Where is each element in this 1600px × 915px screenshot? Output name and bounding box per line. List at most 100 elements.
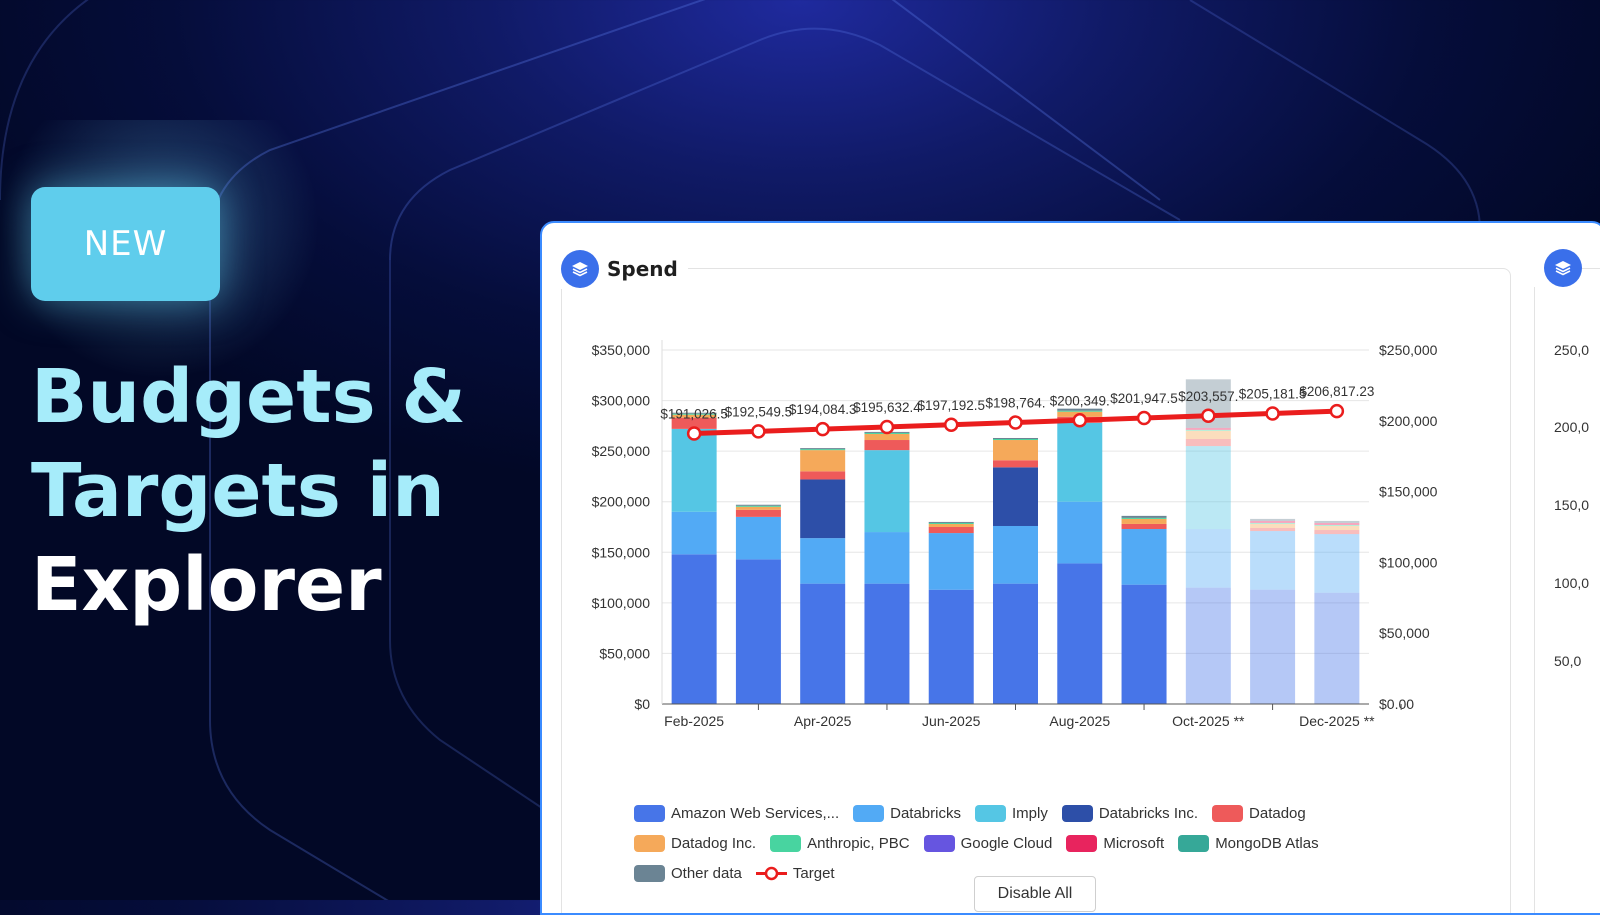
bar-segment <box>671 428 717 512</box>
legend-swatch <box>634 834 665 852</box>
headline: Budgets & Targets in Explorer <box>31 350 511 632</box>
bar-segment <box>928 589 974 704</box>
disable-all-button[interactable]: Disable All <box>974 876 1096 912</box>
bar-segment <box>671 554 717 704</box>
y-tick-left: $150,000 <box>592 544 651 560</box>
x-tick-label: Aug-2025 <box>1049 713 1110 729</box>
bar-segment <box>1185 427 1231 430</box>
legend-item[interactable]: Microsoft <box>1066 833 1164 853</box>
legend-label: Microsoft <box>1103 834 1165 852</box>
legend-item[interactable]: Databricks <box>853 803 961 823</box>
bar-segment <box>800 479 846 539</box>
explorer-panel: Spend 250,0 200,0 150,0 100,0 50,0 $0 $50… <box>540 221 1600 915</box>
new-badge: NEW <box>31 187 220 301</box>
target-data-label: $195,632.4 <box>853 400 921 415</box>
bar-segment <box>1250 518 1296 521</box>
target-data-label: $192,549.5 <box>725 404 793 419</box>
secondary-y-tick: 100,0 <box>1554 575 1590 591</box>
bar-segment <box>1057 563 1103 704</box>
bar-segment <box>928 521 974 523</box>
bar-segment <box>864 450 910 533</box>
legend-label: Anthropic, PBC <box>807 834 910 852</box>
bar-segment <box>735 509 781 517</box>
target-data-label: $197,192.5 <box>917 398 985 413</box>
bar-segment <box>1185 429 1231 431</box>
legend-item[interactable]: Target <box>755 863 835 883</box>
y-tick-left: $100,000 <box>592 595 651 611</box>
legend-label: Google Cloud <box>960 834 1053 852</box>
target-point <box>1136 410 1152 426</box>
legend-item[interactable]: MongoDB Atlas <box>1178 833 1319 853</box>
legend-item[interactable]: Databricks Inc. <box>1061 803 1198 823</box>
target-point <box>751 424 766 439</box>
y-tick-left: $0 <box>634 696 650 712</box>
bar-segment <box>800 471 846 480</box>
bar-segment <box>671 414 717 418</box>
secondary-y-tick: 200,0 <box>1554 419 1590 435</box>
stack-layers-icon <box>1544 249 1582 287</box>
legend-item[interactable]: Datadog Inc. <box>634 833 756 853</box>
legend-label: Datadog Inc. <box>671 834 757 852</box>
bar-segment <box>800 449 846 451</box>
target-data-label: $203,557. <box>1178 389 1238 404</box>
bar-segment <box>1250 522 1296 524</box>
legend-swatch <box>974 804 1006 822</box>
bar-segment <box>993 437 1038 440</box>
headline-line-2: Targets in <box>31 448 445 534</box>
spend-card-header: Spend <box>561 249 688 289</box>
bar-segment <box>1250 531 1296 590</box>
stack-layers-icon <box>561 250 599 288</box>
legend-item[interactable]: Anthropic, PBC <box>770 833 910 853</box>
bar-segment <box>735 516 781 560</box>
x-tick-label: Dec-2025 ** <box>1299 713 1375 729</box>
bar-segment <box>928 533 974 590</box>
bar-segment <box>1121 518 1167 524</box>
bar-segment <box>1121 523 1167 530</box>
bar-segment <box>671 413 717 415</box>
target-point <box>1072 413 1088 428</box>
bar-segment <box>1121 584 1167 704</box>
secondary-card <box>1534 268 1600 913</box>
target-data-label: $194,084.3 <box>789 402 857 417</box>
x-tick-label: Apr-2025 <box>794 713 852 729</box>
y-tick-right: $0.00 <box>1379 696 1414 712</box>
bar-segment <box>928 523 974 527</box>
y-tick-right: $250,000 <box>1379 342 1438 358</box>
bar-segment <box>1057 408 1103 411</box>
legend-item[interactable]: Amazon Web Services,... <box>634 803 839 823</box>
x-tick-label: Jun-2025 <box>922 713 981 729</box>
x-tick-label: Oct-2025 ** <box>1172 713 1245 729</box>
y-tick-left: $250,000 <box>592 443 651 459</box>
legend-item[interactable]: Datadog <box>1212 803 1306 823</box>
bar-segment <box>1121 529 1167 585</box>
legend-label: Imply <box>1011 804 1048 822</box>
bar-segment <box>1185 587 1231 704</box>
spend-chart: $0 $50,000 $100,000 $150,000 $200,000 $250,00… <box>592 340 1438 729</box>
bar-segment <box>993 439 1038 441</box>
bar-segment <box>1314 530 1360 535</box>
bar-segment <box>800 448 846 450</box>
target-point <box>815 421 830 437</box>
bar-segment <box>864 583 910 704</box>
new-badge-label: NEW <box>83 224 168 264</box>
bar-segment <box>671 412 717 414</box>
chart-legend: Amazon Web Services,... Databricks Imply Da… <box>634 803 1454 883</box>
headline-line-1: Budgets & <box>31 354 466 440</box>
y-tick-left: $200,000 <box>592 494 651 510</box>
legend-swatch <box>923 834 955 852</box>
bar-segment <box>1057 501 1103 564</box>
legend-item[interactable]: Google Cloud <box>923 833 1053 853</box>
bar-segment <box>1314 525 1360 531</box>
y-tick-left: $50,000 <box>599 645 650 661</box>
bar-segment <box>1121 515 1167 518</box>
legend-item[interactable]: Imply <box>974 803 1048 823</box>
legend-item[interactable]: Other data <box>634 863 742 883</box>
y-tick-right: $50,000 <box>1379 625 1430 641</box>
target-legend-icon <box>755 865 787 882</box>
legend-label: Databricks <box>890 804 961 822</box>
bar-segment <box>928 522 974 524</box>
x-tick-label: Feb-2025 <box>664 713 724 729</box>
bar-segment <box>735 505 781 507</box>
bar-segment <box>993 525 1038 584</box>
legend-label: Datadog <box>1249 804 1306 822</box>
